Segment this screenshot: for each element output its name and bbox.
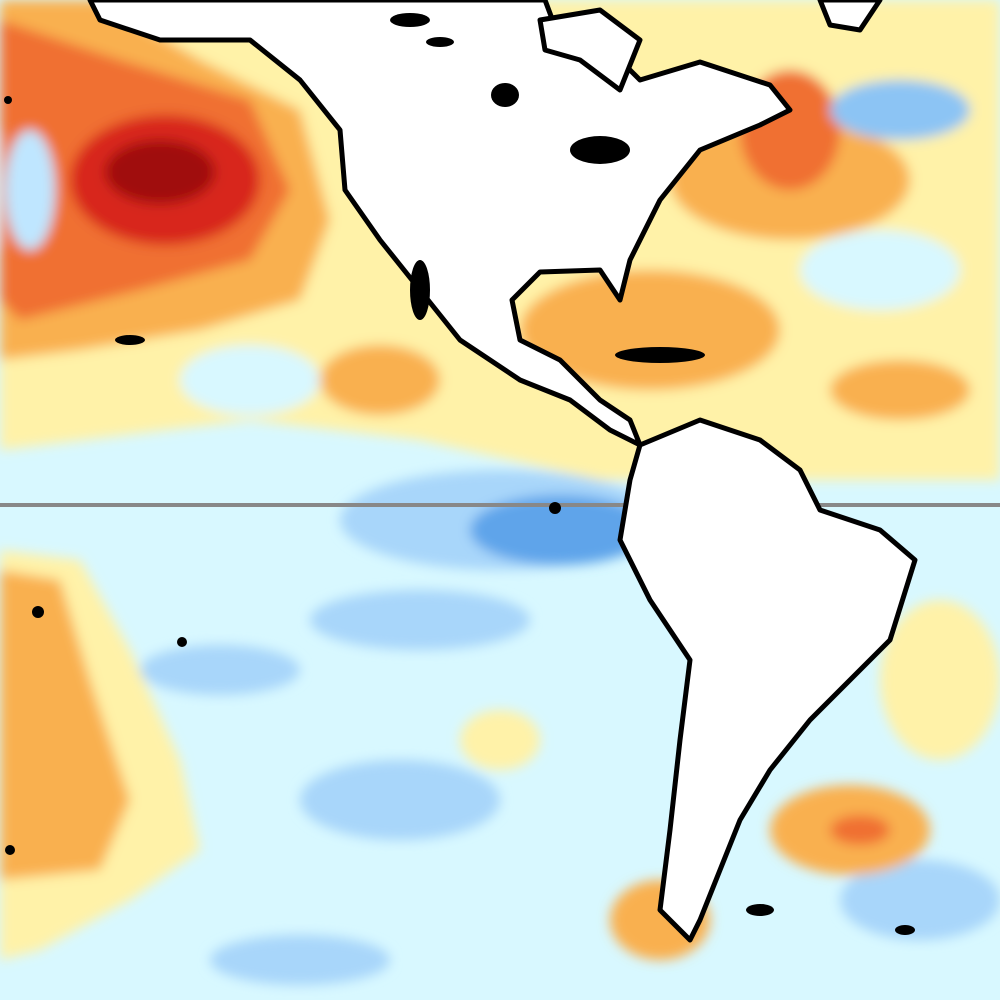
warm-dark-orange xyxy=(830,815,890,845)
warm-orange xyxy=(0,570,130,880)
cool-patch xyxy=(180,345,320,415)
warm-orange xyxy=(520,270,780,390)
island xyxy=(32,606,44,618)
warm-pale xyxy=(880,600,1000,760)
cool-light-blue xyxy=(140,645,300,695)
island xyxy=(5,845,15,855)
island xyxy=(390,13,430,27)
island xyxy=(4,96,12,104)
island xyxy=(115,335,145,345)
cool-light-blue xyxy=(210,935,390,985)
island xyxy=(746,904,774,916)
cool-blue xyxy=(470,495,650,565)
warm-pale xyxy=(460,710,540,770)
cool-light-blue xyxy=(310,590,530,650)
warm-orange xyxy=(320,345,440,415)
cool-patch xyxy=(800,230,960,310)
island xyxy=(895,925,915,935)
island xyxy=(426,37,454,47)
warm-orange xyxy=(830,360,970,420)
land xyxy=(87,0,918,943)
greenland xyxy=(817,0,883,33)
island xyxy=(410,260,430,320)
cool-patch xyxy=(5,130,55,250)
south-america xyxy=(617,417,918,943)
island xyxy=(177,637,187,647)
island xyxy=(491,83,519,107)
cool-light-blue xyxy=(840,860,1000,940)
island xyxy=(549,502,561,514)
cool-light-blue xyxy=(300,760,500,840)
warm-dark-red xyxy=(105,140,215,204)
hudson-land xyxy=(537,7,643,93)
cool-blue xyxy=(830,80,970,140)
islands xyxy=(4,13,915,935)
north-america xyxy=(87,0,793,448)
island xyxy=(615,347,705,363)
island xyxy=(570,136,630,164)
